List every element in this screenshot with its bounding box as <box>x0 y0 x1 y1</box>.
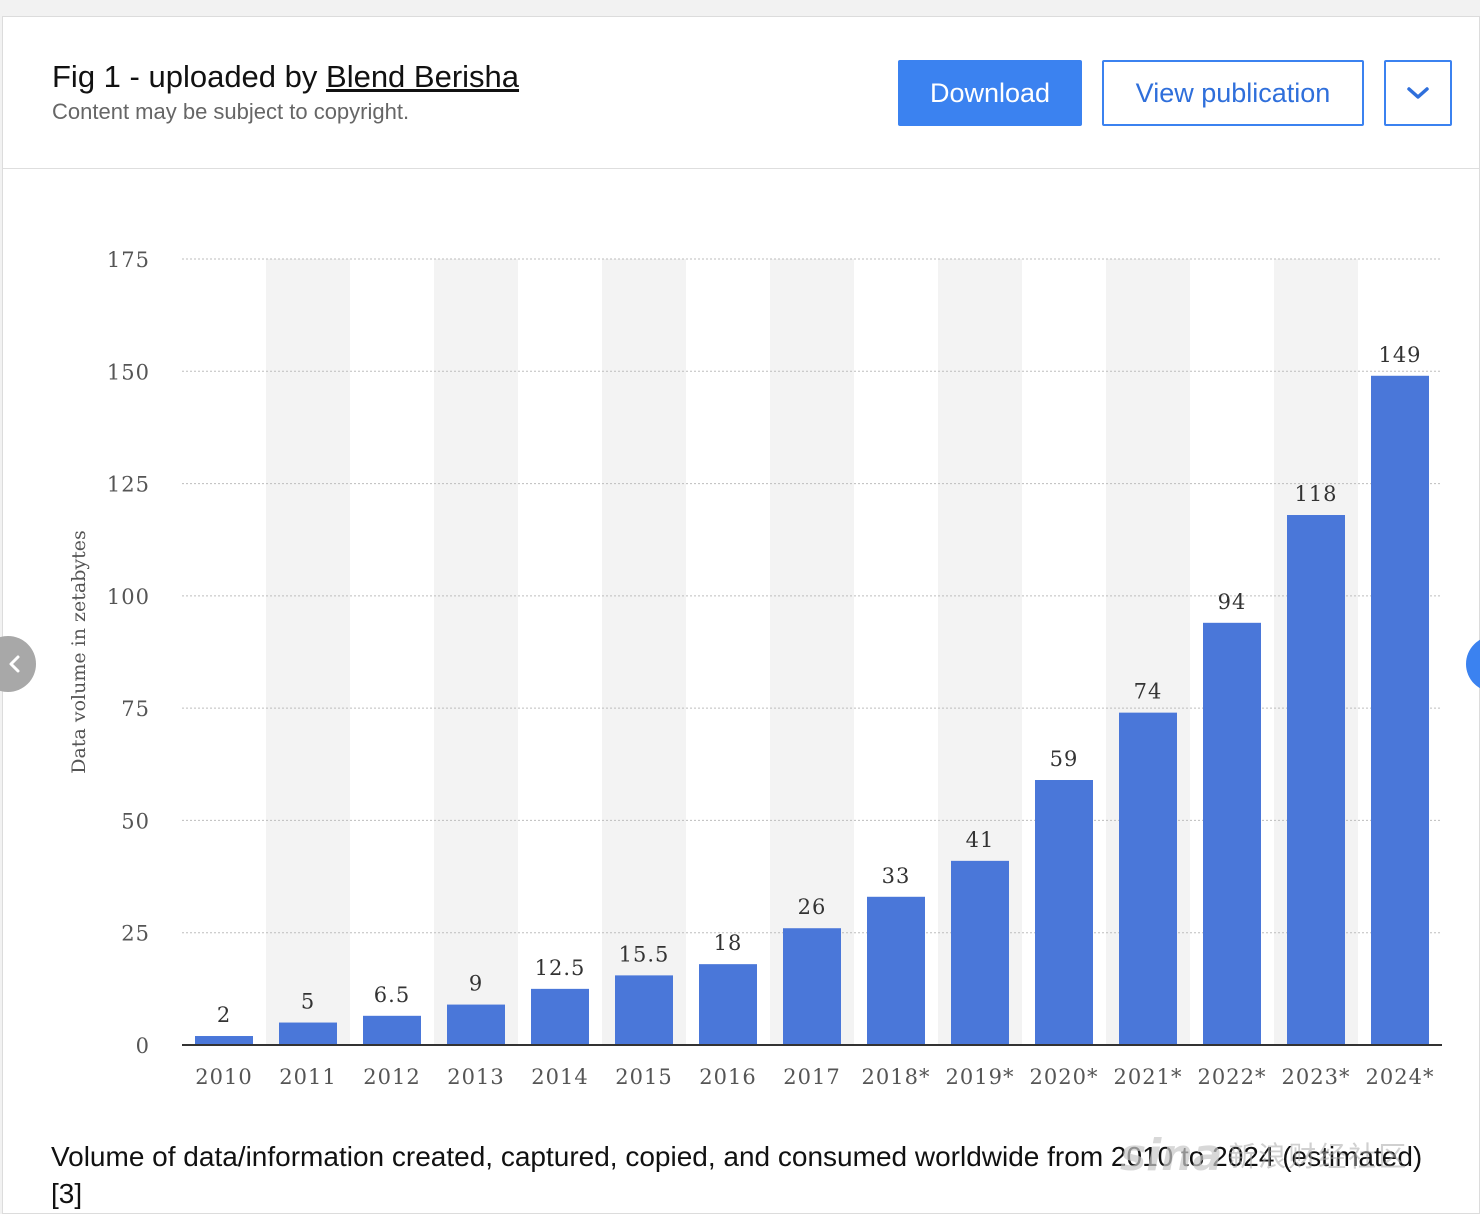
y-tick-label: 0 <box>136 1034 150 1058</box>
bar <box>447 1004 505 1045</box>
bar <box>783 928 841 1045</box>
y-tick-label: 175 <box>107 248 150 272</box>
bar <box>1371 375 1429 1046</box>
y-axis-label: Data volume in zetabytes <box>68 530 90 773</box>
x-tick-label: 2018* <box>862 1065 931 1089</box>
data-label: 9 <box>469 972 483 996</box>
bar <box>1287 515 1345 1045</box>
data-label: 118 <box>1294 482 1337 506</box>
y-tick-label: 50 <box>121 809 150 833</box>
figure-header: Fig 1 - uploaded by Blend Berisha Conten… <box>3 17 1479 169</box>
x-tick-label: 2022* <box>1198 1065 1267 1089</box>
data-label: 94 <box>1218 590 1247 614</box>
chevron-down-icon <box>1407 87 1429 99</box>
bar <box>951 860 1009 1045</box>
x-tick-label: 2015 <box>615 1065 672 1089</box>
data-label: 5 <box>301 990 315 1014</box>
x-tick-label: 2016 <box>699 1065 756 1089</box>
x-tick-label: 2010 <box>195 1065 252 1089</box>
x-tick-label: 2011 <box>279 1065 336 1089</box>
chevron-left-icon <box>9 655 20 673</box>
column-band <box>266 259 350 1045</box>
bar <box>531 988 589 1045</box>
x-tick-label: 2021* <box>1114 1065 1183 1089</box>
next-figure-button[interactable] <box>1466 636 1480 692</box>
bar <box>279 1022 337 1045</box>
bar <box>615 975 673 1045</box>
title-prefix: Fig 1 - uploaded by <box>52 59 327 94</box>
data-label: 59 <box>1050 747 1079 771</box>
data-label: 26 <box>798 895 827 919</box>
bar <box>1035 780 1093 1045</box>
bar <box>699 964 757 1045</box>
column-band <box>770 259 854 1045</box>
data-label: 2 <box>217 1003 231 1027</box>
bar <box>1119 712 1177 1045</box>
data-label: 18 <box>714 931 743 955</box>
x-tick-label: 2023* <box>1282 1065 1351 1089</box>
data-label: 15.5 <box>619 942 670 966</box>
data-label: 149 <box>1378 343 1421 367</box>
more-options-button[interactable] <box>1384 60 1452 126</box>
x-tick-label: 2017 <box>783 1065 840 1089</box>
bar <box>1203 622 1261 1045</box>
y-tick-label: 100 <box>107 585 150 609</box>
x-tick-label: 2019* <box>946 1065 1015 1089</box>
data-label: 33 <box>882 864 911 888</box>
download-button[interactable]: Download <box>898 60 1082 126</box>
bar <box>363 1015 421 1045</box>
y-tick-label: 125 <box>107 473 150 497</box>
y-tick-label: 75 <box>121 697 150 721</box>
view-publication-button[interactable]: View publication <box>1102 60 1364 126</box>
data-label: 6.5 <box>374 983 410 1007</box>
x-tick-label: 2012 <box>363 1065 420 1089</box>
author-link[interactable]: Blend Berisha <box>326 59 520 94</box>
data-label: 41 <box>966 828 995 852</box>
y-tick-label: 25 <box>121 922 150 946</box>
x-tick-label: 2013 <box>447 1065 504 1089</box>
data-label: 12.5 <box>535 956 586 980</box>
column-band <box>602 259 686 1045</box>
y-tick-label: 150 <box>107 360 150 384</box>
x-tick-label: 2014 <box>531 1065 588 1089</box>
column-band <box>434 259 518 1045</box>
bar <box>867 896 925 1045</box>
bar <box>195 1036 253 1045</box>
data-label: 74 <box>1134 680 1163 704</box>
figure-title: Fig 1 - uploaded by Blend Berisha <box>52 59 519 95</box>
copyright-notice: Content may be subject to copyright. <box>52 99 410 124</box>
x-tick-label: 2020* <box>1030 1065 1099 1089</box>
figure-caption: Volume of data/information created, capt… <box>51 1141 1423 1209</box>
x-tick-label: 2024* <box>1366 1065 1435 1089</box>
